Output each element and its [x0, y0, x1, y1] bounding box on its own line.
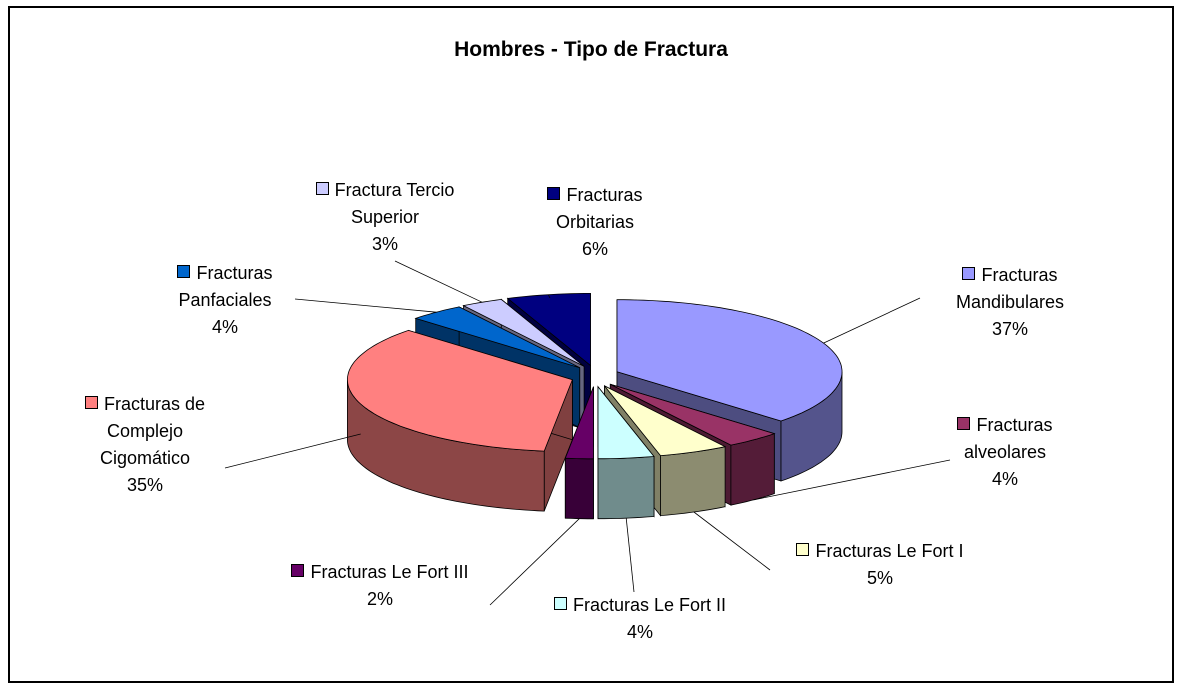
category-label: Fracturas Le Fort III [310, 562, 469, 582]
data-label: Fracturas de Complejo Cigomático 35% [60, 391, 230, 499]
value-label: 3% [371, 234, 398, 254]
value-label: 4% [626, 622, 653, 642]
value-label: 35% [126, 475, 164, 495]
slice [564, 386, 594, 520]
slice-top [604, 385, 727, 457]
legend-key [957, 417, 971, 430]
category-label: Fracturas Le Fort I [815, 541, 964, 561]
slice-top [564, 386, 594, 460]
value-label: 2% [366, 589, 393, 609]
category-label: Fracturas Le Fort II [572, 595, 727, 615]
slice-top [610, 383, 776, 446]
value-label: 6% [581, 239, 608, 259]
legend-key [962, 267, 976, 280]
slice-side [564, 457, 594, 520]
leader-line [823, 297, 921, 344]
chart: Hombres - Tipo de Fractura Fracturas Man… [8, 6, 1174, 683]
data-label: Fracturas Mandibulares 37% [910, 262, 1110, 343]
category-label: Fracturas alveolares [963, 415, 1053, 462]
slice-top [346, 329, 573, 452]
category-label: Fracturas de Complejo Cigomático [99, 394, 206, 468]
value-label: 4% [991, 469, 1018, 489]
slice-side [730, 433, 775, 506]
legend-key [553, 597, 567, 610]
chart-title: Hombres - Tipo de Fractura [454, 38, 728, 61]
leader-line [693, 511, 771, 571]
category-label: Fracturas Orbitarias [555, 185, 643, 232]
slice-top [462, 298, 585, 367]
slice-side [660, 446, 726, 517]
slice-side [597, 456, 655, 520]
legend-key [315, 182, 329, 195]
leader-line [224, 433, 361, 469]
data-label: Fracturas Le Fort I 5% [750, 538, 1010, 592]
slice [597, 385, 655, 520]
legend-key [84, 396, 98, 409]
value-label: 37% [991, 319, 1029, 339]
legend-key [547, 187, 561, 200]
leader-line [625, 518, 635, 593]
data-label: Fracturas Le Fort II 4% [510, 592, 770, 646]
value-label: 4% [211, 317, 238, 337]
data-label: Fractura Tercio Superior 3% [295, 177, 475, 258]
leader-line [489, 518, 580, 606]
plot [224, 260, 951, 606]
leader-line [753, 459, 951, 501]
slice-top [597, 385, 655, 460]
data-label: Fracturas Panfaciales 4% [140, 260, 310, 341]
legend-key [796, 543, 810, 556]
category-label: Fractura Tercio Superior [334, 180, 455, 227]
leader-line [294, 298, 437, 313]
data-label: Fracturas Orbitarias 6% [515, 182, 675, 263]
data-label: Fracturas alveolares 4% [930, 412, 1080, 493]
legend-key [291, 564, 305, 577]
legend-key [177, 265, 191, 278]
category-label: Fracturas Mandibulares [955, 265, 1065, 312]
value-label: 5% [866, 568, 893, 588]
data-label: Fracturas Le Fort III 2% [265, 559, 495, 613]
leader-line [547, 294, 551, 299]
leader-line [394, 260, 483, 303]
category-label: Fracturas Panfaciales [178, 263, 273, 310]
slice [346, 329, 573, 512]
